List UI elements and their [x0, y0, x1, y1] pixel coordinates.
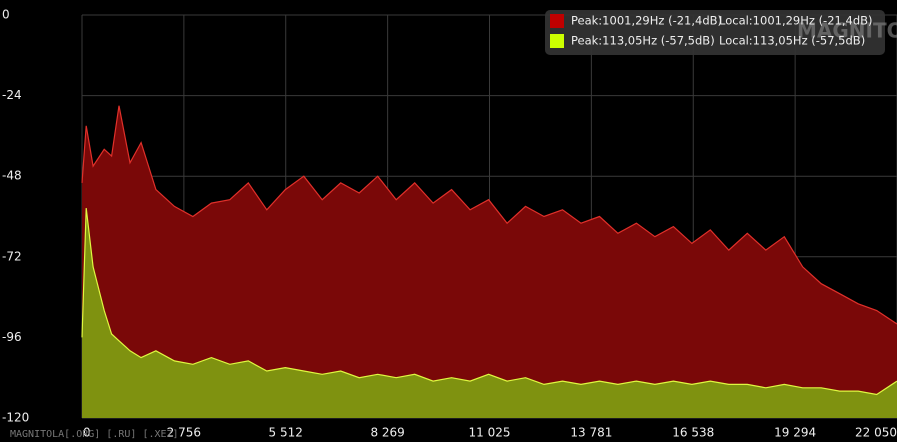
area-fill	[82, 105, 897, 418]
x-tick-label: 11 025	[469, 426, 511, 440]
x-tick-label: 0	[83, 426, 91, 440]
legend-box	[545, 10, 885, 55]
areas	[81, 105, 897, 418]
legend-local: Local:1001,29Hz (-21,4dB)	[719, 14, 873, 28]
legend-peak: Peak:1001,29Hz (-21,4dB)	[571, 14, 722, 28]
x-tick-label: 13 781	[570, 426, 612, 440]
legend-local: Local:113,05Hz (-57,5dB)	[719, 34, 865, 48]
x-tick-label: 8 269	[370, 426, 404, 440]
area-line	[81, 105, 897, 325]
y-tick-label: 0	[2, 8, 10, 22]
y-tick-label: -24	[2, 88, 22, 102]
legend-swatch	[550, 34, 564, 48]
legend: MAGNITOLA Peak:1001,29Hz (-21,4dB)Local:…	[545, 10, 897, 55]
y-tick-label: -72	[2, 249, 22, 263]
y-tick-label: -48	[2, 169, 22, 183]
legend-swatch	[550, 14, 564, 28]
ticks: 0 -24 -48 -72 -96 -120 0 2 756 5 512 8 269 11 025 1…	[2, 8, 897, 440]
logo-watermark: MAGNITOLA	[797, 19, 897, 43]
x-tick-label: 22 050	[855, 426, 897, 440]
area-fill	[82, 208, 897, 418]
y-tick-label: -96	[2, 330, 22, 344]
x-tick-label: 5 512	[269, 426, 303, 440]
y-tick-label: -120	[2, 411, 29, 425]
area-line	[81, 208, 897, 396]
x-tick-label: 2 756	[167, 426, 201, 440]
footer-watermark: MAGNITOLA[.ORG] [.RU] [.XEZ]	[10, 429, 179, 440]
x-tick-label: 16 538	[672, 426, 714, 440]
x-tick-label: 19 294	[774, 426, 816, 440]
legend-peak: Peak:113,05Hz (-57,5dB)	[571, 34, 715, 48]
